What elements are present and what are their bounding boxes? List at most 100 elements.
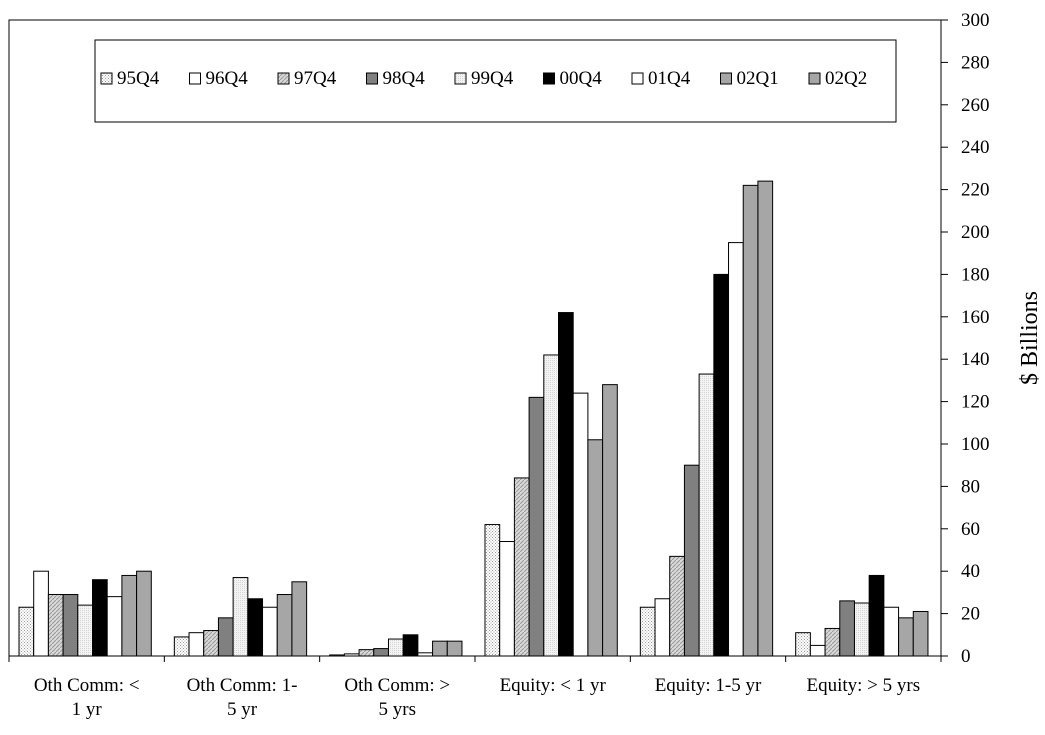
bar-00q4 — [558, 312, 574, 657]
legend-label: 00Q4 — [560, 68, 603, 89]
bar-98q4 — [683, 464, 700, 657]
bar-00q4 — [92, 579, 108, 657]
bar-98q4 — [528, 396, 545, 657]
bar-98q4 — [62, 594, 79, 657]
bar-02q2 — [291, 581, 308, 657]
bar-02q2 — [602, 384, 618, 657]
legend-label: 02Q2 — [825, 68, 867, 89]
bar-99q4 — [543, 354, 559, 657]
legend-label: 99Q4 — [471, 68, 514, 89]
legend-swatch — [543, 72, 555, 85]
bar-99q4 — [387, 638, 404, 657]
legend-swatch — [100, 72, 113, 85]
bar-02q2 — [136, 570, 152, 657]
y-tick-label: 240 — [961, 137, 990, 158]
bar-95q4 — [795, 632, 811, 657]
bars-layer — [18, 180, 929, 657]
bar-00q4 — [402, 634, 419, 657]
y-tick-label: 80 — [961, 476, 980, 497]
bar-02q1 — [742, 184, 759, 657]
bar-95q4 — [18, 606, 35, 657]
y-tick-label: 200 — [961, 222, 990, 243]
y-tick-label: 20 — [961, 604, 980, 625]
legend-swatch — [454, 72, 467, 85]
y-tick-label: 100 — [961, 434, 990, 455]
bar-95q4 — [484, 524, 501, 657]
y-tick-label: 300 — [961, 10, 990, 31]
category-label: Oth Comm: >5 yrs — [344, 675, 450, 720]
bar-02q1 — [276, 594, 293, 657]
bar-95q4 — [639, 606, 656, 657]
y-tick-label: 220 — [961, 180, 990, 201]
bar-00q4 — [713, 273, 730, 657]
y-axis: 0 20 40 60 80 100 120 140 160 180 200 220 240 260 280 3… — [941, 10, 990, 667]
legend-label: 98Q4 — [383, 68, 426, 89]
x-axis-categories: Oth Comm: <1 yr Oth Comm: 1-5 yr Oth Comm:… — [8, 656, 942, 720]
bar-97q4 — [824, 627, 841, 657]
category-label: Equity: < 1 yr — [500, 675, 607, 696]
category-label: Oth Comm: <1 yr — [34, 675, 140, 720]
bar-98q4 — [373, 648, 389, 657]
bar-01q4 — [417, 652, 434, 657]
y-tick-label: 140 — [961, 349, 990, 370]
bar-99q4 — [853, 602, 870, 657]
bar-97q4 — [513, 477, 530, 657]
y-tick-label: 160 — [961, 307, 990, 328]
bar-98q4 — [217, 617, 234, 657]
bar-96q4 — [809, 644, 826, 657]
bar-97q4 — [47, 594, 64, 657]
bar-95q4 — [173, 636, 190, 657]
legend-label: 01Q4 — [648, 68, 691, 89]
bar-02q2 — [912, 610, 929, 657]
bar-01q4 — [883, 606, 900, 657]
bar-02q1 — [432, 640, 448, 657]
y-tick-label: 280 — [961, 52, 990, 73]
plot-area-frame — [8, 19, 942, 657]
bar-98q4 — [839, 600, 855, 657]
legend-swatch — [189, 72, 201, 85]
bar-01q4 — [728, 242, 744, 657]
bar-99q4 — [77, 604, 94, 657]
category-label: Oth Comm: 1-5 yr — [187, 675, 298, 720]
bar-01q4 — [572, 392, 589, 657]
y-tick-label: 40 — [961, 561, 980, 582]
bar-02q1 — [898, 617, 914, 657]
bar-02q1 — [121, 574, 138, 657]
bar-00q4 — [247, 598, 264, 657]
bar-95q4 — [329, 654, 345, 657]
bar-99q4 — [232, 577, 249, 657]
legend-label: 96Q4 — [206, 68, 249, 89]
category-label: Equity: 1-5 yr — [655, 675, 762, 696]
y-tick-label: 260 — [961, 95, 990, 116]
legend-swatch — [366, 72, 378, 85]
bar-96q4 — [499, 541, 515, 657]
legend-items: 95Q4 96Q4 97Q4 98Q4 99Q4 00Q4 01Q4 02Q1 02Q2 — [100, 68, 867, 89]
legend-swatch — [631, 72, 644, 85]
legend-swatch — [808, 72, 821, 85]
bar-99q4 — [698, 373, 715, 657]
y-tick-label: 120 — [961, 392, 990, 413]
bar-97q4 — [358, 649, 375, 657]
y-tick-label: 180 — [961, 264, 990, 285]
bar-01q4 — [262, 606, 278, 657]
legend-box — [94, 39, 897, 123]
y-tick-label: 0 — [961, 646, 971, 667]
category-label: Equity: > 5 yrs — [806, 675, 920, 696]
bar-96q4 — [343, 653, 360, 657]
legend-label: 95Q4 — [117, 68, 160, 89]
bar-01q4 — [106, 596, 123, 657]
bar-96q4 — [33, 570, 49, 657]
y-tick-label: 60 — [961, 519, 980, 540]
bar-02q2 — [446, 640, 463, 657]
legend-swatch — [277, 72, 290, 85]
bar-96q4 — [654, 598, 671, 657]
bar-97q4 — [203, 630, 219, 657]
bar-96q4 — [188, 632, 205, 657]
bar-02q2 — [757, 180, 774, 657]
bar-00q4 — [868, 574, 885, 657]
legend-label: 97Q4 — [294, 68, 337, 89]
bar-02q1 — [587, 439, 604, 657]
legend: 95Q4 96Q4 97Q4 98Q4 99Q4 00Q4 01Q4 02Q1 02Q2 — [94, 39, 897, 123]
legend-swatch — [720, 72, 732, 85]
